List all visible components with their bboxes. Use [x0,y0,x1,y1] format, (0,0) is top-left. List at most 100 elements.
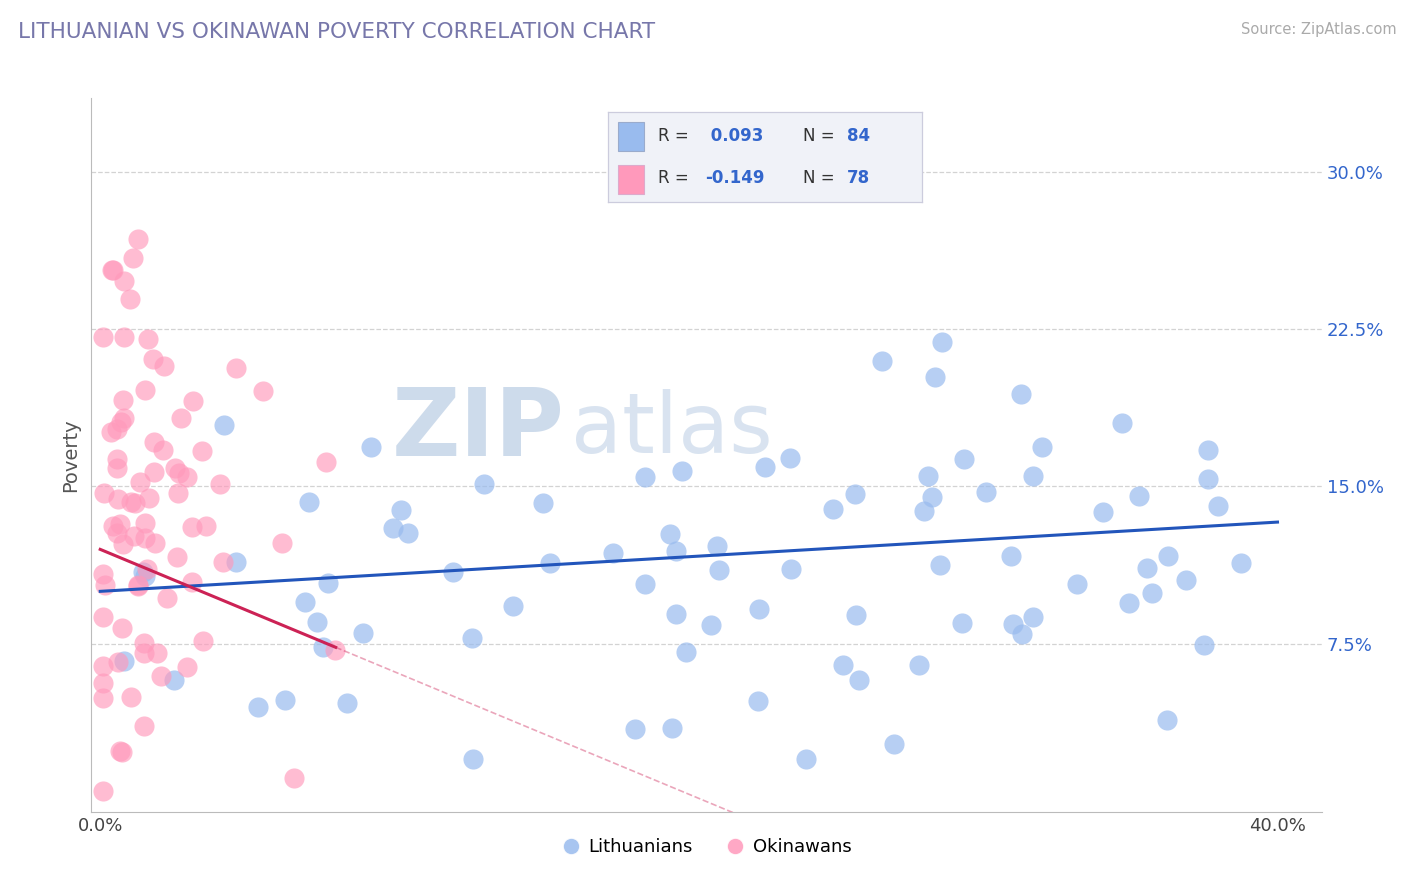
Point [252,384,274,398]
Point [152,359,174,373]
Point [101,519,124,533]
Point [105,452,128,467]
Point [1021,468,1043,483]
Point [225,555,247,569]
Point [1175,574,1198,588]
Point [832,657,855,672]
Point [138,491,160,506]
Point [883,737,905,751]
Point [929,558,952,572]
Point [658,527,681,541]
Point [1022,610,1045,624]
Point [134,516,156,531]
Point [870,354,893,368]
Point [146,646,169,660]
Text: R =: R = [658,127,689,145]
Point [747,694,769,708]
Point [312,640,335,655]
Point [1197,443,1219,458]
Point [924,370,946,384]
Point [94,578,117,592]
Point [166,550,188,565]
Point [908,657,931,672]
Point [132,646,155,660]
Point [112,410,135,425]
Point [706,539,728,553]
Point [100,425,122,440]
Point [323,642,346,657]
Point [136,562,159,576]
Bar [617,165,644,194]
Point [195,519,218,533]
Point [134,531,156,545]
Point [921,491,943,505]
Point [1031,440,1053,454]
Point [844,487,866,501]
Point [145,536,167,550]
Point [634,577,657,591]
Point [105,422,128,436]
Point [794,752,817,766]
Point [127,232,149,246]
Point [209,476,232,491]
Point [110,415,132,429]
Legend: Lithuanians, Okinawans: Lithuanians, Okinawans [554,831,859,863]
Point [283,771,305,785]
Point [271,536,294,550]
Point [111,745,134,759]
Point [176,469,198,483]
Point [779,562,801,576]
Point [134,719,156,733]
Point [538,556,561,570]
Point [950,615,973,630]
Point [1156,713,1178,727]
Point [181,574,204,589]
Point [114,654,136,668]
Point [111,392,134,407]
Point [360,440,382,454]
Point [191,444,214,458]
Point [225,360,247,375]
Point [779,450,801,465]
Point [134,383,156,397]
Point [105,461,128,475]
Point [143,435,166,450]
Point [152,442,174,457]
Point [1128,489,1150,503]
Point [132,636,155,650]
Point [127,578,149,592]
Point [120,690,142,704]
Point [136,332,159,346]
Point [952,452,974,467]
Point [352,626,374,640]
Point [211,555,233,569]
Point [108,517,131,532]
Point [1157,549,1180,563]
Point [124,496,146,510]
Point [91,329,114,343]
Bar [617,122,644,151]
Point [122,529,145,543]
Point [463,752,485,766]
Point [165,460,187,475]
Point [700,618,723,632]
Point [193,634,215,648]
Point [1118,596,1140,610]
Text: R =: R = [658,169,689,187]
Point [931,335,953,350]
Point [381,521,404,535]
Point [974,485,997,500]
Point [1206,499,1229,513]
Point [671,464,693,478]
Text: LITHUANIAN VS OKINAWAN POVERTY CORRELATION CHART: LITHUANIAN VS OKINAWAN POVERTY CORRELATI… [18,22,655,42]
Point [294,594,316,608]
Point [212,418,235,433]
Point [91,783,114,797]
Point [297,495,319,509]
Point [176,659,198,673]
Point [110,744,132,758]
Point [1066,577,1088,591]
Text: 0.093: 0.093 [706,127,763,145]
Point [315,455,337,469]
Point [754,460,776,475]
